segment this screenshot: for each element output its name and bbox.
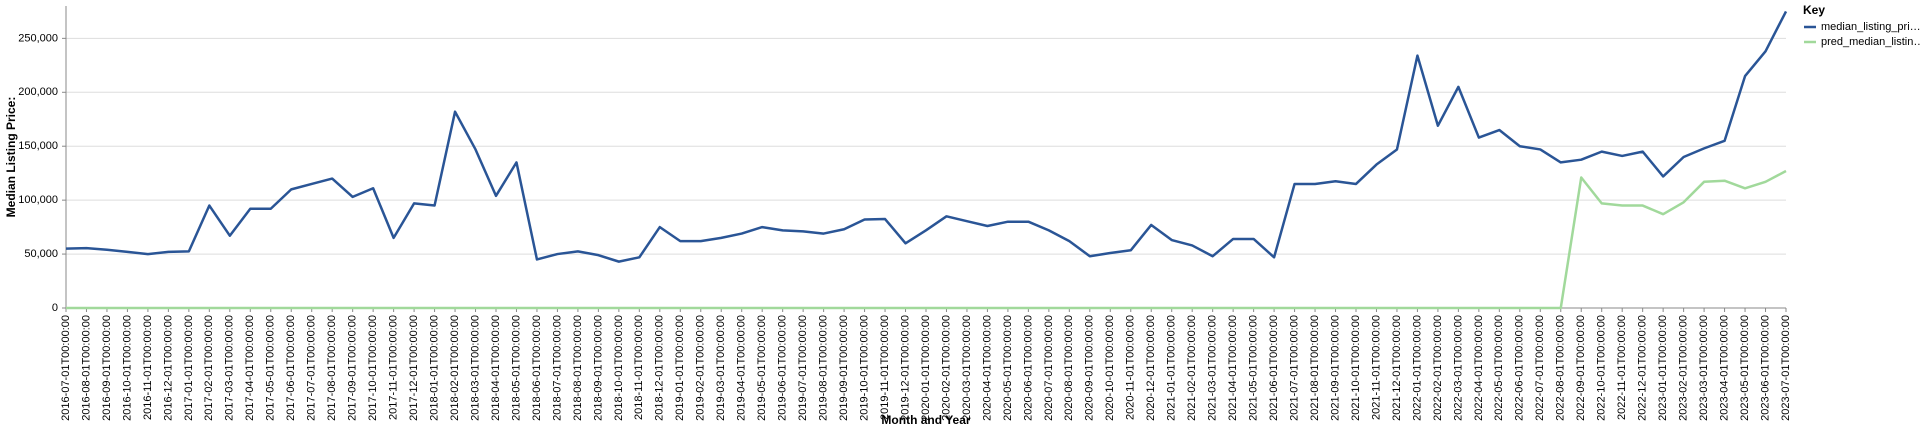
- x-tick-label: 2019-07-01T00:00:00: [797, 315, 809, 421]
- x-tick-label: 2018-01-01T00:00:00: [428, 315, 440, 421]
- x-tick-label: 2020-12-01T00:00:00: [1145, 315, 1157, 421]
- line: [66, 169, 1787, 310]
- x-tick-label: 2018-05-01T00:00:00: [510, 315, 522, 421]
- y-tick-label: 0: [52, 302, 58, 314]
- x-tick-label: 2020-07-01T00:00:00: [1043, 315, 1055, 421]
- x-tick-label: 2018-06-01T00:00:00: [531, 315, 543, 421]
- x-tick-label: 2018-03-01T00:00:00: [469, 315, 481, 421]
- x-axis-title: Month and Year: [881, 413, 970, 427]
- x-tick-label: 2022-03-01T00:00:00: [1452, 315, 1464, 421]
- x-tick-label: 2017-08-01T00:00:00: [326, 315, 338, 421]
- x-tick-label: 2016-07-01T00:00:00: [60, 315, 72, 421]
- x-tick-label: 2023-03-01T00:00:00: [1698, 315, 1710, 421]
- x-tick-label: 2021-02-01T00:00:00: [1186, 315, 1198, 421]
- x-tick-label: 2020-04-01T00:00:00: [981, 315, 993, 421]
- x-tick-label: 2017-02-01T00:00:00: [203, 315, 215, 421]
- x-tick-label: 2021-11-01T00:00:00: [1370, 315, 1382, 420]
- x-tick-label: 2023-06-01T00:00:00: [1759, 315, 1771, 421]
- x-tick-label: 2018-11-01T00:00:00: [633, 315, 645, 420]
- x-tick-label: 2019-05-01T00:00:00: [756, 315, 768, 421]
- x-tick-label: 2017-07-01T00:00:00: [306, 315, 318, 421]
- x-tick-label: 2020-06-01T00:00:00: [1022, 315, 1034, 421]
- x-tick-label: 2022-12-01T00:00:00: [1637, 315, 1649, 421]
- x-tick-label: 2023-07-01T00:00:00: [1780, 315, 1792, 421]
- x-tick-label: 2019-10-01T00:00:00: [858, 315, 870, 421]
- x-tick-label: 2020-03-01T00:00:00: [961, 315, 973, 421]
- y-tick-label: 200,000: [18, 86, 58, 98]
- x-tick-label: 2016-10-01T00:00:00: [121, 315, 133, 421]
- x-tick-label: 2023-02-01T00:00:00: [1678, 315, 1690, 421]
- x-tick-label: 2022-07-01T00:00:00: [1534, 315, 1546, 421]
- x-tick-label: 2023-04-01T00:00:00: [1718, 315, 1730, 421]
- y-axis-title: Median Listing Price:: [4, 97, 18, 218]
- x-tick-label: 2017-09-01T00:00:00: [347, 315, 359, 421]
- y-tick-label: 50,000: [24, 248, 58, 260]
- x-tick-label: 2022-08-01T00:00:00: [1555, 315, 1567, 421]
- x-tick-label: 2018-07-01T00:00:00: [551, 315, 563, 421]
- x-tick-label: 2018-12-01T00:00:00: [654, 315, 666, 421]
- x-tick-label: 2020-10-01T00:00:00: [1104, 315, 1116, 421]
- x-tick-label: 2016-12-01T00:00:00: [162, 315, 174, 421]
- x-tick-label: 2018-02-01T00:00:00: [449, 315, 461, 421]
- x-tick-label: 2018-08-01T00:00:00: [572, 315, 584, 421]
- x-tick-label: 2019-03-01T00:00:00: [715, 315, 727, 421]
- x-tick-label: 2019-01-01T00:00:00: [674, 315, 686, 421]
- x-tick-label: 2020-01-01T00:00:00: [920, 315, 932, 421]
- x-tick-label: 2020-05-01T00:00:00: [1002, 315, 1014, 421]
- x-tick-label: 2020-08-01T00:00:00: [1063, 315, 1075, 421]
- x-tick-label: 2017-04-01T00:00:00: [244, 315, 256, 421]
- x-tick-label: 2022-01-01T00:00:00: [1411, 315, 1423, 421]
- x-tick-label: 2016-09-01T00:00:00: [101, 315, 113, 421]
- x-tick-label: 2020-09-01T00:00:00: [1084, 315, 1096, 421]
- x-tick-label: 2021-03-01T00:00:00: [1207, 315, 1219, 421]
- x-tick-label: 2016-08-01T00:00:00: [80, 315, 92, 421]
- x-tick-label: 2022-04-01T00:00:00: [1473, 315, 1485, 421]
- y-tick-label: 150,000: [18, 140, 58, 152]
- x-tick-label: 2017-01-01T00:00:00: [183, 315, 195, 421]
- x-tick-label: 2022-09-01T00:00:00: [1575, 315, 1587, 421]
- x-tick-label: 2022-05-01T00:00:00: [1493, 315, 1505, 421]
- x-tick-label: 2019-02-01T00:00:00: [695, 315, 707, 421]
- x-tick-label: 2020-02-01T00:00:00: [940, 315, 952, 421]
- x-tick-label: 2017-11-01T00:00:00: [388, 315, 400, 420]
- x-tick-label: 2021-04-01T00:00:00: [1227, 315, 1239, 421]
- x-tick-label: 2019-06-01T00:00:00: [777, 315, 789, 421]
- x-tick-label: 2021-08-01T00:00:00: [1309, 315, 1321, 421]
- x-tick-label: 2022-06-01T00:00:00: [1514, 315, 1526, 421]
- x-tick-label: 2021-12-01T00:00:00: [1391, 315, 1403, 421]
- x-tick-label: 2017-06-01T00:00:00: [285, 315, 297, 421]
- x-tick-label: 2017-03-01T00:00:00: [224, 315, 236, 421]
- x-tick-label: 2021-07-01T00:00:00: [1288, 315, 1300, 421]
- x-tick-label: 2018-10-01T00:00:00: [613, 315, 625, 421]
- x-tick-label: 2017-12-01T00:00:00: [408, 315, 420, 421]
- x-tick-label: 2017-05-01T00:00:00: [265, 315, 277, 421]
- x-tick-label: 2021-06-01T00:00:00: [1268, 315, 1280, 421]
- line: [65, 10, 1788, 263]
- x-tick-label: 2022-10-01T00:00:00: [1596, 315, 1608, 421]
- x-tick-label: 2017-10-01T00:00:00: [367, 315, 379, 421]
- x-tick-label: 2018-04-01T00:00:00: [490, 315, 502, 421]
- x-tick-label: 2021-09-01T00:00:00: [1329, 315, 1341, 421]
- x-tick-label: 2018-09-01T00:00:00: [592, 315, 604, 421]
- x-tick-label: 2019-09-01T00:00:00: [838, 315, 850, 421]
- x-tick-label: 2021-01-01T00:00:00: [1166, 315, 1178, 421]
- x-tick-label: 2023-01-01T00:00:00: [1657, 315, 1669, 421]
- x-tick-label: 2021-10-01T00:00:00: [1350, 315, 1362, 421]
- x-tick-label: 2022-02-01T00:00:00: [1432, 315, 1444, 421]
- x-tick-label: 2022-11-01T00:00:00: [1616, 315, 1628, 420]
- legend-label: pred_median_listin…: [1821, 36, 1920, 48]
- x-tick-label: 2016-11-01T00:00:00: [142, 315, 154, 420]
- y-tick-label: 250,000: [18, 32, 58, 44]
- x-tick-label: 2019-04-01T00:00:00: [736, 315, 748, 421]
- legend-label: median_listing_pri…: [1821, 21, 1920, 33]
- y-tick-label: 100,000: [18, 194, 58, 206]
- x-tick-label: 2019-08-01T00:00:00: [818, 315, 830, 421]
- x-tick-label: 2023-05-01T00:00:00: [1739, 315, 1751, 421]
- x-tick-label: 2021-05-01T00:00:00: [1248, 315, 1260, 421]
- legend-title: Key: [1803, 3, 1825, 17]
- x-tick-label: 2019-11-01T00:00:00: [879, 315, 891, 420]
- x-tick-label: 2020-11-01T00:00:00: [1125, 315, 1137, 420]
- x-tick-label: 2019-12-01T00:00:00: [899, 315, 911, 421]
